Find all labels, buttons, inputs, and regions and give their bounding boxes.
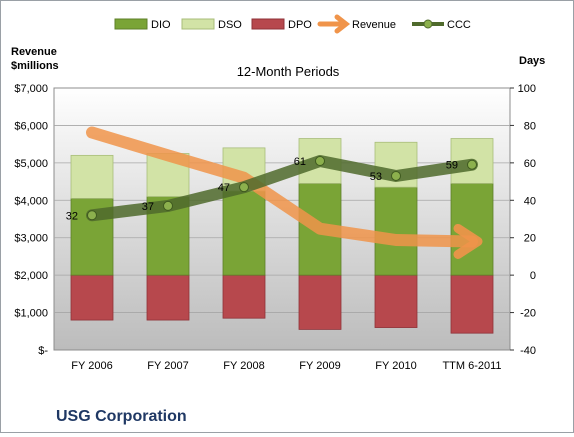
left-tick-label: $6,000: [14, 120, 48, 132]
right-axis-label: Days: [519, 55, 545, 67]
left-axis-label-line1: Revenue: [11, 46, 57, 58]
ccc-line: [86, 155, 478, 222]
legend-ccc-dot: [423, 19, 433, 29]
line-series: 32 37 47 61 53 59: [66, 126, 483, 259]
bar-dpo: [70, 274, 114, 321]
category-label: TTM 6-2011: [442, 360, 501, 372]
legend-dpo-label: DPO: [288, 19, 312, 31]
right-tick-label: 20: [524, 233, 536, 245]
ccc-data-label: 53: [370, 171, 382, 183]
bar-dpo: [374, 274, 418, 328]
company-footer: USG Corporation: [56, 408, 187, 425]
category-label: FY 2006: [71, 360, 112, 372]
right-tick-label: 100: [518, 83, 536, 95]
right-tick-label: -20: [520, 308, 536, 320]
right-tick-label: 60: [524, 158, 536, 170]
left-tick-label: $1,000: [14, 308, 48, 320]
legend-dpo-swatch: [251, 18, 285, 30]
bar-dio: [222, 190, 266, 276]
legend-ccc-label: CCC: [447, 19, 471, 31]
bar-dpo: [450, 274, 494, 334]
legend-dio-swatch: [114, 18, 148, 30]
left-tick-label: $7,000: [14, 83, 48, 95]
plot-area: [53, 87, 511, 351]
left-tick-label: $5,000: [14, 158, 48, 170]
category-label: FY 2007: [147, 360, 188, 372]
left-tick-label: $-: [38, 345, 48, 357]
bar-dio: [374, 186, 418, 276]
ccc-point: [467, 159, 477, 170]
left-axis: $- $1,000 $2,000 $3,000 $4,000 $5,000 $6,000 $7…: [14, 83, 48, 357]
bar-dpo: [298, 274, 342, 330]
right-tick-label: 80: [524, 120, 536, 132]
category-label: FY 2009: [299, 360, 340, 372]
right-tick-label: 40: [524, 195, 536, 207]
ccc-data-label: 47: [218, 182, 230, 194]
category-label: FY 2010: [375, 360, 416, 372]
x-axis: FY 2006 FY 2007 FY 2008 FY 2009 FY 2010 TTM 6…: [71, 360, 501, 372]
left-tick-label: $3,000: [14, 233, 48, 245]
legend-dso-label: DSO: [218, 19, 242, 31]
legend: DIO DSO DPO Revenue CCC: [114, 14, 471, 34]
right-axis: -40 -20 0 20 40 60 80 100: [510, 83, 536, 357]
legend-revenue-arrow: [317, 14, 351, 34]
chart-title: 12-Month Periods: [237, 64, 340, 79]
category-label: FY 2008: [223, 360, 264, 372]
ccc-point: [391, 170, 401, 181]
right-tick-label: -40: [520, 345, 536, 357]
ccc-point: [239, 182, 249, 193]
left-tick-label: $4,000: [14, 195, 48, 207]
legend-dio-label: DIO: [151, 19, 171, 31]
legend-revenue-label: Revenue: [352, 19, 396, 31]
right-tick-label: 0: [530, 270, 536, 282]
left-axis-label-line2: $millions: [11, 60, 59, 72]
bar-dso: [70, 154, 114, 199]
ccc-data-label: 37: [142, 201, 154, 213]
bar-dpo: [222, 274, 266, 319]
revenue-line: [86, 126, 478, 248]
left-tick-label: $2,000: [14, 270, 48, 282]
ccc-point: [163, 200, 173, 211]
bar-dpo: [146, 274, 190, 321]
ccc-data-label: 61: [294, 156, 306, 168]
ccc-data-label: 32: [66, 210, 78, 222]
legend-dso-swatch: [181, 18, 215, 30]
revenue-arrowhead: [453, 223, 483, 259]
ccc-point: [315, 155, 325, 166]
ccc-data-label: 59: [446, 160, 458, 172]
ccc-point: [87, 210, 97, 221]
